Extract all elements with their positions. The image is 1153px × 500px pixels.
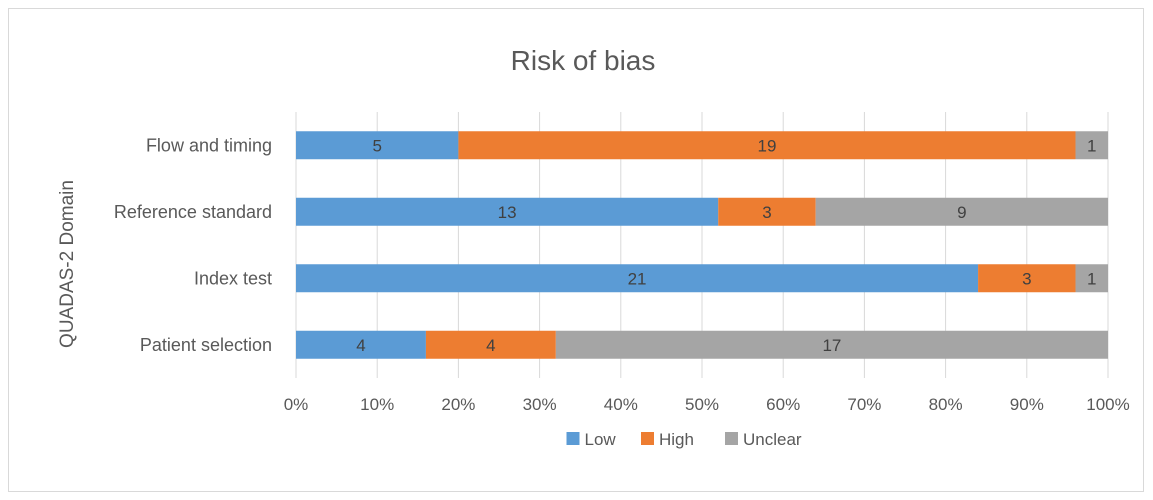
chart-frame xyxy=(8,8,1144,492)
x-tick-label: 70% xyxy=(847,395,881,414)
data-label: 4 xyxy=(356,336,365,355)
x-tick-label: 90% xyxy=(1010,395,1044,414)
y-axis-title: QUADAS-2 Domain xyxy=(57,180,78,348)
bar-low xyxy=(296,264,979,293)
data-label: 21 xyxy=(628,269,647,288)
x-tick-label: 80% xyxy=(929,395,963,414)
category-label: Patient selection xyxy=(140,335,272,355)
bar-low xyxy=(296,197,719,226)
data-label: 5 xyxy=(372,136,381,155)
bar-high xyxy=(718,197,816,226)
category-label: Flow and timing xyxy=(146,135,272,155)
bar-unclear xyxy=(1075,131,1108,160)
legend-swatch-high xyxy=(641,432,654,445)
legend-label: High xyxy=(659,430,694,449)
x-tick-label: 20% xyxy=(441,395,475,414)
data-label: 9 xyxy=(957,203,966,222)
bar-unclear xyxy=(1075,264,1108,293)
legend: Low High Unclear xyxy=(566,430,802,449)
x-tick-label: 0% xyxy=(284,395,309,414)
legend-label: Low xyxy=(585,430,617,449)
legend-swatch-low xyxy=(566,432,580,445)
x-tick-label: 60% xyxy=(766,395,800,414)
bar-high xyxy=(978,264,1076,293)
bar-high xyxy=(458,131,1076,160)
data-label: 19 xyxy=(757,136,776,155)
x-tick-label: 100% xyxy=(1086,395,1129,414)
bar-unclear xyxy=(815,197,1108,226)
legend-label: Unclear xyxy=(743,430,802,449)
data-label: 17 xyxy=(822,336,841,355)
data-label: 1 xyxy=(1087,269,1096,288)
legend-swatch-unclear xyxy=(725,432,738,445)
bars: 4 4 17 21 3 1 13 3 9 5 19 1 xyxy=(296,131,1108,359)
x-tick-labels: 0% 10% 20% 30% 40% 50% 60% 70% 80% 90% 100% xyxy=(284,395,1130,414)
data-label: 3 xyxy=(762,203,771,222)
chart-title: Risk of bias xyxy=(511,45,656,76)
x-tick-label: 40% xyxy=(604,395,638,414)
bar-low xyxy=(296,330,426,359)
x-tick-label: 50% xyxy=(685,395,719,414)
x-tick-label: 10% xyxy=(360,395,394,414)
bar-high xyxy=(425,330,556,359)
category-label: Index test xyxy=(194,268,272,288)
data-label: 1 xyxy=(1087,136,1096,155)
data-label: 13 xyxy=(498,203,517,222)
category-label: Reference standard xyxy=(114,202,272,222)
x-tick-label: 30% xyxy=(523,395,557,414)
data-label: 3 xyxy=(1022,269,1031,288)
bar-unclear xyxy=(555,330,1108,359)
data-label: 4 xyxy=(486,336,495,355)
category-labels: Patient selection Index test Reference sta… xyxy=(114,135,272,355)
bar-low xyxy=(296,131,459,160)
